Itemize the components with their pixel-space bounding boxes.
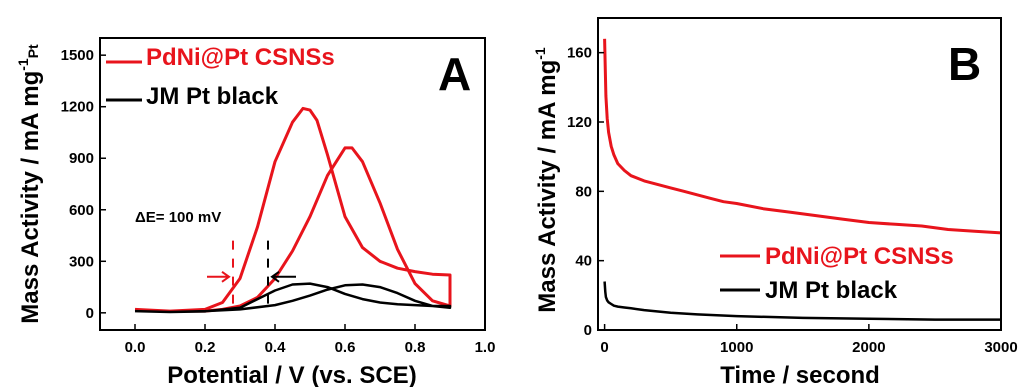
svg-text:Mass Activity / mA mg-1Pt: Mass Activity / mA mg-1Pt [15, 44, 44, 324]
panel-b-label: B [948, 38, 981, 90]
svg-text:Mass Activity / mA mg-1: Mass Activity / mA mg-1 [532, 47, 561, 313]
panel-b-y-tick-label: 120 [567, 114, 592, 131]
panel-b-x-tick-label: 0 [600, 339, 608, 356]
legend-label-jm-b: JM Pt black [765, 277, 898, 304]
panel-a-y-label-sup: -1 [15, 58, 31, 71]
panel-b-y-tick-label: 80 [575, 183, 592, 200]
panel-b-plot-frame [597, 17, 1002, 331]
panel-a-series-jm [134, 282, 452, 314]
panel-a-x-ticks: 0.0 0.2 0.4 0.6 0.8 1.0 [125, 324, 496, 356]
panel-a-x-tick-label: 0.2 [195, 339, 216, 356]
panel-a-x-tick-label: 1.0 [475, 339, 496, 356]
panel-a-y-label-sub: Pt [25, 44, 41, 58]
panel-a-x-tick-label: 0.8 [405, 339, 426, 356]
panel-a-y-axis-label: Mass Activity / mA mg-1Pt [15, 44, 44, 324]
panel-b-y-tick-label: 160 [567, 45, 592, 62]
panel-b-series-jm [603, 281, 1001, 321]
panel-b-x-ticks: 0 1000 2000 3000 [600, 324, 1018, 356]
panel-a-y-ticks: 0 300 600 900 1200 1500 [61, 47, 106, 322]
panel-a-x-axis-label: Potential / V (vs. SCE) [167, 362, 416, 387]
panel-a-y-tick-label: 1200 [61, 99, 94, 116]
panel-b-y-tick-label: 40 [575, 253, 592, 270]
panel-a-label: A [438, 48, 471, 100]
legend-label-pdni-b: PdNi@Pt CSNSs [765, 243, 954, 270]
panel-a-x-tick-label: 0.4 [265, 339, 287, 356]
panel-a-y-tick-label: 600 [69, 202, 94, 219]
panel-b-x-tick-label: 3000 [984, 339, 1017, 356]
panel-b-x-axis-label: Time / second [720, 362, 880, 387]
panel-a-x-tick-label: 0.6 [335, 339, 356, 356]
panel-b-x-tick-label: 1000 [720, 339, 753, 356]
panel-a-y-tick-label: 300 [69, 253, 94, 270]
panel-b-series-pdni [603, 38, 1002, 235]
panel-a-plot-frame [99, 37, 486, 331]
delta-e-annotation: ΔE= 100 mV [135, 209, 221, 226]
panel-a-onset-markers [207, 240, 296, 310]
panel-a-y-tick-label: 1500 [61, 47, 94, 64]
panel-a-y-tick-label: 900 [69, 150, 94, 167]
panel-b-y-axis-label: Mass Activity / mA mg-1 [532, 47, 561, 313]
panel-b: 0 1000 2000 3000 0 40 80 120 160 B PdNi@Pt CSNS… [532, 17, 1018, 387]
panel-b-y-label-main: Mass Activity / mA mg [534, 60, 561, 313]
onset-arrow-pdni [207, 270, 231, 283]
panel-b-legend: PdNi@Pt CSNSs JM Pt black [720, 243, 954, 304]
panel-b-y-ticks: 0 40 80 120 160 [567, 45, 604, 339]
panel-b-y-label-sup: -1 [532, 47, 548, 60]
onset-arrow-jm [270, 270, 296, 283]
panel-a-x-tick-label: 0.0 [125, 339, 146, 356]
panel-b-curves [603, 38, 1002, 321]
panel-b-x-tick-label: 2000 [852, 339, 885, 356]
legend-label-pdni: PdNi@Pt CSNSs [146, 44, 335, 71]
panel-a-legend: PdNi@Pt CSNSs JM Pt black [106, 44, 335, 110]
legend-label-jm: JM Pt black [146, 83, 279, 110]
panel-b-y-tick-label: 0 [584, 322, 592, 339]
panel-a-y-tick-label: 0 [86, 305, 94, 322]
panel-a-y-label-main: Mass Activity / mA mg [17, 71, 44, 324]
